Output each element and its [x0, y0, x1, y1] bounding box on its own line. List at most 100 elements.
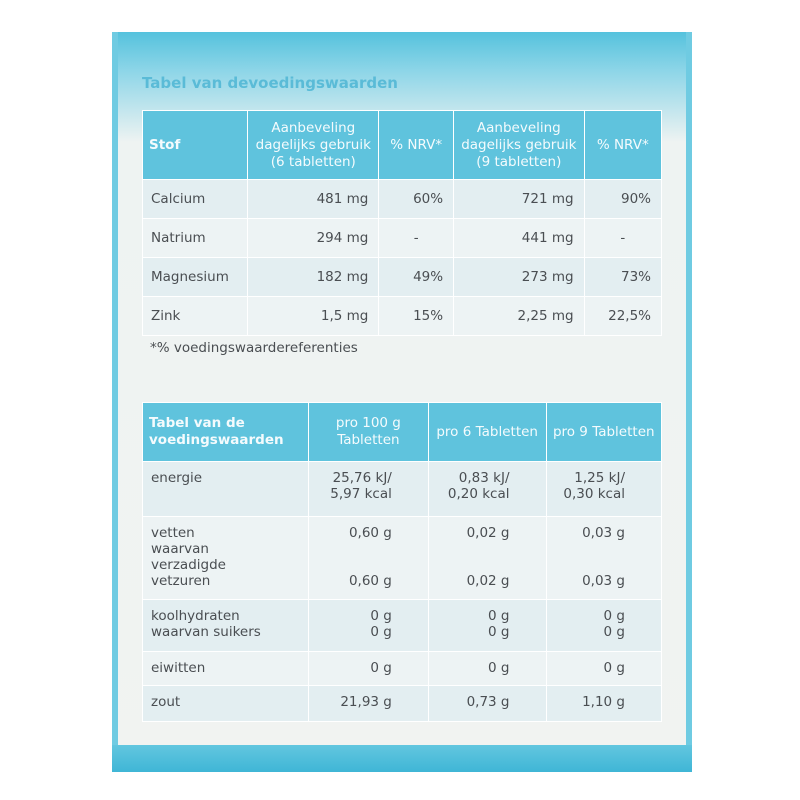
table-cell: eiwitten	[142, 651, 309, 686]
table-cell: -	[583, 218, 663, 258]
cell-line: 0 g	[370, 608, 392, 624]
table-cell: 294 mg	[247, 218, 380, 258]
table-cell: Natrium	[141, 218, 249, 258]
cell-line: 0 g	[488, 608, 510, 624]
table-cell: 1,25 kJ/0,30 kcal	[545, 461, 662, 517]
table-cell: 721 mg	[453, 179, 585, 219]
table-cell: -	[378, 218, 455, 258]
cell-line: 21,93 g	[340, 694, 392, 710]
cell-line: 0,30 kcal	[563, 486, 625, 502]
cell-line: 0 g	[488, 660, 510, 676]
table-cell: 0 g	[545, 651, 662, 686]
table-row: eiwitten 0 g 0 g 0 g	[142, 651, 662, 686]
header-cell: % NRV*	[583, 110, 663, 180]
table-cell: 1,5 mg	[247, 296, 380, 336]
cell-line: 1,25 kJ/	[574, 470, 625, 486]
cell-line: 0,03 g	[582, 525, 625, 541]
header-row: Tabel van de voedingswaarden pro 100 g Ta…	[142, 402, 662, 462]
cell-line: 0 g	[603, 660, 625, 676]
header-cell: Aanbeveling dagelijks gebruik (9 tablett…	[453, 110, 585, 180]
table-cell: 25,76 kJ/5,97 kcal	[307, 461, 429, 517]
cell-line: eiwitten	[151, 660, 206, 676]
table-row: Zink 1,5 mg 15% 2,25 mg 22,5%	[141, 296, 663, 336]
header-cell: Stof	[141, 110, 249, 180]
nutrient-table: Stof Aanbeveling dagelijks gebruik (6 tab…	[141, 110, 663, 336]
cell-lines: energie	[151, 470, 300, 486]
table-cell: 481 mg	[247, 179, 380, 219]
table-cell: 0 g	[307, 651, 429, 686]
cell-line: 0,02 g	[466, 525, 510, 541]
cell-line: 0,60 g	[348, 573, 392, 589]
cell-lines: 0 g	[555, 660, 625, 676]
cell-line: waarvan	[151, 541, 209, 557]
cell-line: 0 g	[370, 624, 392, 640]
cell-line: 0,73 g	[466, 694, 510, 710]
footnote: *% voedingswaardereferenties	[150, 340, 358, 356]
table-cell: 21,93 g	[307, 685, 429, 722]
table-cell: 73%	[583, 257, 663, 297]
table-cell: 0,83 kJ/0,20 kcal	[427, 461, 547, 517]
nutrition-table: Tabel van de voedingswaarden pro 100 g Ta…	[142, 402, 662, 722]
cell-lines: 0,03 g 0,03 g	[555, 525, 625, 589]
cell-lines: vetten waarvan verzadigde vetzuren	[151, 525, 300, 589]
table-row: energie 25,76 kJ/5,97 kcal 0,83 kJ/0,20 kc…	[142, 461, 662, 517]
cell-line: vetten	[151, 525, 195, 541]
cell-line: waarvan suikers	[151, 624, 261, 640]
table-row: Calcium 481 mg 60% 721 mg 90%	[141, 179, 663, 219]
table-cell: Zink	[141, 296, 249, 336]
cell-line: energie	[151, 470, 203, 486]
cell-line: koolhydraten	[151, 608, 240, 624]
table-cell: 60%	[378, 179, 455, 219]
table-row: zout 21,93 g 0,73 g 1,10 g	[142, 685, 662, 722]
cell-line: 0 g	[370, 660, 392, 676]
table-cell: vetten waarvan verzadigde vetzuren	[142, 516, 309, 600]
header-cell: Tabel van de voedingswaarden	[142, 402, 309, 462]
cell-lines: zout	[151, 694, 300, 710]
cell-line: 0,20 kcal	[447, 486, 510, 502]
cell-lines: koolhydraten waarvan suikers	[151, 608, 300, 640]
table-cell: 0,73 g	[427, 685, 547, 722]
table-row: vetten waarvan verzadigde vetzuren 0,60 g 0,6…	[142, 516, 662, 600]
table-cell: 0 g	[427, 651, 547, 686]
cell-line: 0,60 g	[348, 525, 392, 541]
table-cell: zout	[142, 685, 309, 722]
header-cell: pro 6 Tabletten	[427, 402, 547, 462]
cell-line: verzadigde	[151, 557, 226, 573]
cell-lines: 0 g	[437, 660, 510, 676]
table-cell: energie	[142, 461, 309, 517]
table-cell: Calcium	[141, 179, 249, 219]
table-cell: 1,10 g	[545, 685, 662, 722]
cell-lines: 0 g	[317, 660, 392, 676]
cell-lines: 21,93 g	[317, 694, 392, 710]
cell-line: 5,97 kcal	[330, 486, 392, 502]
cell-lines: 0,73 g	[437, 694, 510, 710]
header-cell: % NRV*	[378, 110, 455, 180]
cell-line: 0 g	[603, 608, 625, 624]
cell-lines: 0,83 kJ/0,20 kcal	[437, 470, 510, 502]
cell-lines: eiwitten	[151, 660, 300, 676]
header-cell: pro 9 Tabletten	[545, 402, 662, 462]
table-cell: 441 mg	[453, 218, 585, 258]
table-cell: 15%	[378, 296, 455, 336]
cell-line: zout	[151, 694, 181, 710]
cell-lines: 1,25 kJ/0,30 kcal	[555, 470, 625, 502]
table-cell: koolhydraten waarvan suikers	[142, 599, 309, 652]
header-cell: pro 100 g Tabletten	[307, 402, 429, 462]
table-row: Natrium 294 mg -441 mg -	[141, 218, 663, 258]
table-cell: 90%	[583, 179, 663, 219]
header-cell: Aanbeveling dagelijks gebruik (6 tablett…	[247, 110, 380, 180]
table-cell: 182 mg	[247, 257, 380, 297]
table-cell: 0,03 g 0,03 g	[545, 516, 662, 600]
table-cell: 0,60 g 0,60 g	[307, 516, 429, 600]
table-cell: 0,02 g 0,02 g	[427, 516, 547, 600]
table-cell: 49%	[378, 257, 455, 297]
table-cell: 22,5%	[583, 296, 663, 336]
cell-line: 0,03 g	[582, 573, 625, 589]
cell-lines: 0,60 g 0,60 g	[317, 525, 392, 589]
